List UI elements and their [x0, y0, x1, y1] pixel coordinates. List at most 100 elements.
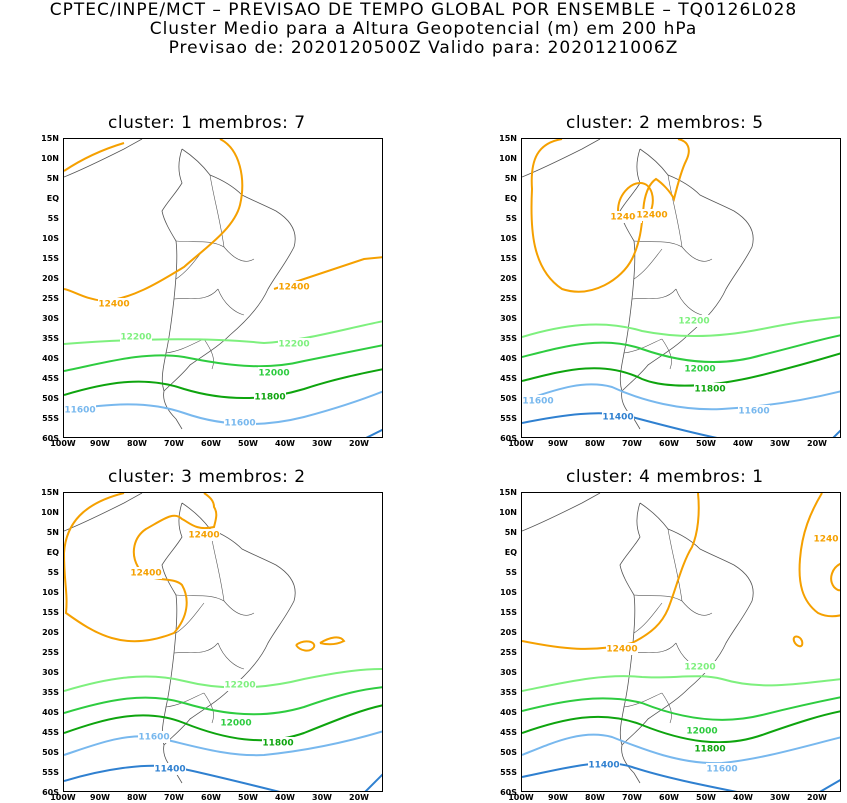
x-axis-label: 80W: [127, 439, 147, 448]
y-axis-label: 15N: [41, 488, 59, 497]
x-axis-label: 40W: [733, 439, 753, 448]
isoline: [295, 640, 316, 652]
isoline: [365, 428, 382, 437]
contour-label: 12000: [220, 719, 251, 729]
isoline: [792, 635, 804, 648]
y-axis-label: 15N: [499, 488, 517, 497]
x-axis-label: 20W: [807, 439, 827, 448]
y-axis-label: 30S: [42, 668, 59, 677]
contour-label: 12400: [130, 569, 161, 579]
x-axis-label: 60W: [659, 793, 679, 802]
isoline: [522, 675, 840, 692]
isoline: [522, 383, 840, 411]
contour-label: 12400: [610, 213, 641, 223]
y-axis-label: EQ: [504, 548, 517, 557]
x-axis-label: 100W: [508, 793, 534, 802]
y-axis-label: 15S: [42, 254, 59, 263]
map-panel-1: 12400 12400 12200 12200 12000 11800 11600 11600: [63, 138, 383, 438]
y-axis-label: 15S: [42, 608, 59, 617]
y-axis-label: 20S: [500, 274, 517, 283]
contour-label: 1240: [813, 535, 838, 545]
panel-3-title: cluster: 3 membros: 2: [108, 467, 306, 487]
header-title-line-1: CPTEC/INPE/MCT – PREVISAO DE TEMPO GLOBA…: [49, 0, 798, 20]
y-axis-label: 10S: [42, 234, 59, 243]
x-axis-label: 50W: [238, 793, 258, 802]
y-axis-label: 45S: [500, 728, 517, 737]
isoline: [832, 429, 840, 437]
y-axis-label: 30S: [42, 314, 59, 323]
y-axis-label: 50S: [500, 748, 517, 757]
y-axis-label: 35S: [42, 688, 59, 697]
x-axis-label: 50W: [238, 439, 258, 448]
y-axis-label: 50S: [42, 748, 59, 757]
contour-label: 12400: [188, 531, 219, 541]
contour-label: 11800: [694, 385, 725, 395]
x-axis-label: 20W: [807, 793, 827, 802]
y-axis-label: EQ: [46, 194, 59, 203]
x-axis-label: 30W: [770, 793, 790, 802]
y-axis-label: 5S: [505, 214, 517, 223]
isoline: [64, 142, 125, 172]
contour-label: 12200: [224, 681, 255, 691]
y-axis-label: 55S: [500, 414, 517, 423]
y-axis-label: 50S: [500, 394, 517, 403]
y-axis-label: 60S: [42, 434, 59, 443]
header-title-line-3: Previsao de: 2020120500Z Valido para: 20…: [168, 38, 679, 58]
y-axis-label: 30S: [500, 314, 517, 323]
x-axis-label: 80W: [127, 793, 147, 802]
isoline: [522, 710, 840, 744]
contour-label: 11600: [138, 733, 169, 743]
y-axis-label: 55S: [42, 414, 59, 423]
y-axis-label: 45S: [42, 728, 59, 737]
map-panel-3: 12400 12400 12200 12000 11800 11600 11400: [63, 492, 383, 792]
map-svg-1: 12400 12400 12200 12200 12000 11800 11600 11600: [64, 139, 382, 437]
x-axis-label: 60W: [659, 439, 679, 448]
y-axis-label: 35S: [500, 688, 517, 697]
contour-label: 11600: [738, 407, 769, 417]
x-axis-label: 90W: [548, 439, 568, 448]
contour-label: 11600: [522, 397, 553, 407]
y-axis-label: 40S: [500, 354, 517, 363]
contour-label: 11600: [224, 419, 255, 429]
y-axis-label: 10N: [499, 508, 517, 517]
isoline: [522, 696, 840, 721]
contour-label: 12200: [278, 340, 309, 350]
isoline: [522, 352, 840, 387]
x-axis-label: 100W: [508, 439, 534, 448]
x-axis-label: 20W: [349, 439, 369, 448]
contour-label: 11400: [154, 765, 185, 775]
header-title-line-2: Cluster Medio para a Altura Geopotencial…: [149, 19, 698, 39]
isoline: [522, 334, 840, 364]
y-axis-label: 40S: [42, 354, 59, 363]
country-borders: [623, 528, 713, 724]
isoline: [319, 636, 346, 646]
y-axis-label: 25S: [500, 648, 517, 657]
map-svg-4: 1240 12400 12200 12000 11800 11600 11400: [522, 493, 840, 791]
y-axis-label: 40S: [42, 708, 59, 717]
contour-label: 11400: [588, 761, 619, 771]
country-borders: [623, 174, 713, 370]
y-axis-label: 55S: [500, 768, 517, 777]
y-axis-label: 20S: [500, 628, 517, 637]
y-axis-label: 60S: [500, 434, 517, 443]
x-axis-label: 70W: [622, 793, 642, 802]
contour-label: 11800: [254, 393, 285, 403]
x-axis-label: 70W: [164, 439, 184, 448]
isoline: [64, 686, 382, 716]
y-axis-label: 25S: [500, 294, 517, 303]
contour-label: 11800: [262, 739, 293, 749]
y-axis-label: 10N: [499, 154, 517, 163]
isoline: [64, 730, 382, 757]
isoline: [522, 733, 840, 765]
panel-4-title: cluster: 4 membros: 1: [566, 467, 764, 487]
y-axis-label: 50S: [42, 394, 59, 403]
y-axis-label: 10S: [500, 588, 517, 597]
x-axis-label: 100W: [50, 439, 76, 448]
isoline: [522, 316, 840, 338]
isoline: [522, 762, 738, 791]
y-axis-label: 10S: [500, 234, 517, 243]
isoline: [64, 704, 382, 742]
contour-label: 12200: [120, 333, 151, 343]
x-axis-label: 40W: [275, 439, 295, 448]
y-axis-label: 5N: [504, 174, 517, 183]
